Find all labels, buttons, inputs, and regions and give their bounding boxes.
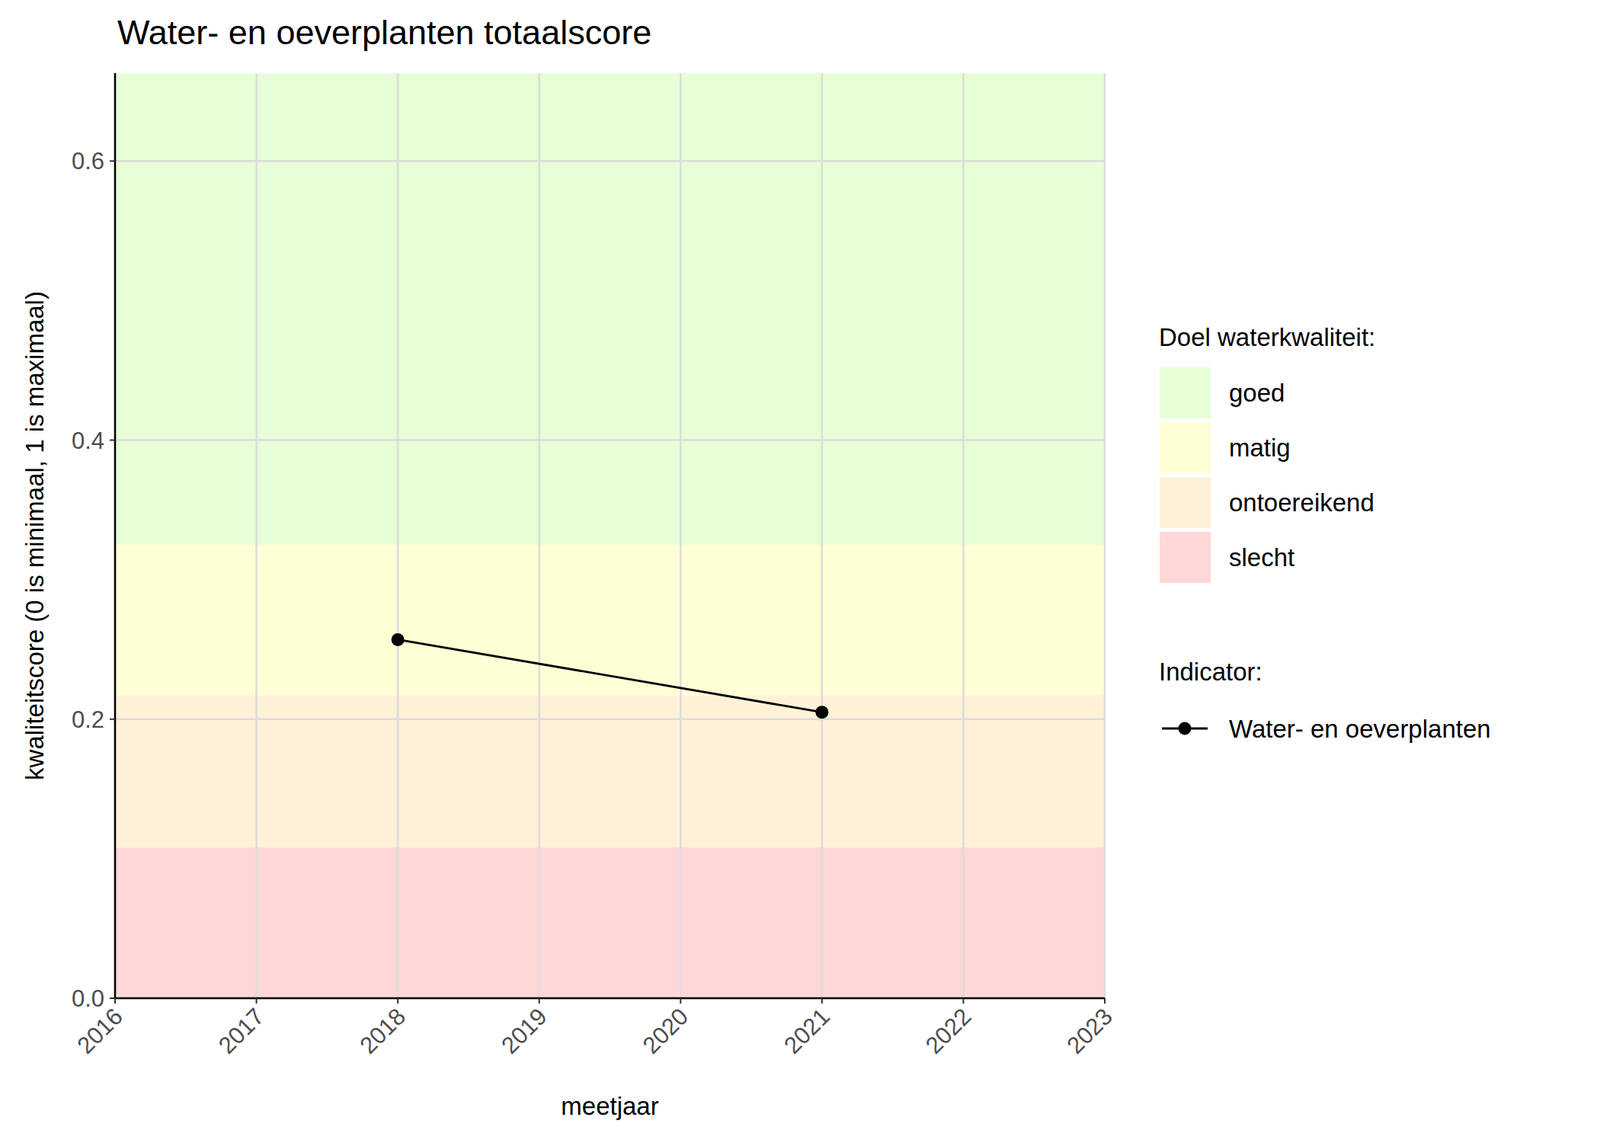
y-grid-line <box>115 718 1105 721</box>
y-tick-label: 0.6 <box>71 147 105 175</box>
x-tick-label: 2019 <box>496 1002 553 1060</box>
x-grid-line <box>821 73 824 999</box>
legend-swatch <box>1159 476 1211 528</box>
x-tick-label: 2017 <box>213 1002 270 1060</box>
y-tick-label: 0.2 <box>71 706 105 733</box>
x-tick <box>821 998 823 1004</box>
chart-title: Water- en oeverplanten totaalscore <box>117 12 652 52</box>
grid <box>115 73 1105 999</box>
x-tick-label: 2018 <box>355 1002 412 1060</box>
legend-label: Water- en oeverplanten <box>1228 714 1492 743</box>
x-tick <box>679 998 682 1004</box>
quality-band <box>115 695 1105 848</box>
y-tick <box>109 997 116 999</box>
y-grid-line <box>115 160 1105 163</box>
x-tick-label: 2020 <box>637 1002 695 1060</box>
chart: 0.0 0.2 0.4 0.6 2016 2017 2018 2019 2020 2021 2022… <box>0 0 1600 1143</box>
legend-swatch <box>1159 367 1211 419</box>
x-tick-label: 2016 <box>71 1002 128 1060</box>
x-grid-line <box>1104 73 1107 999</box>
y-tick <box>109 718 116 720</box>
x-tick <box>396 998 399 1004</box>
y-grid-line <box>115 438 1105 442</box>
y-tick <box>109 160 116 162</box>
legend-label: matig <box>1228 433 1291 462</box>
x-tick-label: 2021 <box>778 1002 836 1060</box>
legend-title: Doel waterkwaliteit: <box>1158 323 1376 352</box>
series-line <box>397 639 823 712</box>
x-tick <box>962 998 964 1004</box>
series-point <box>815 705 829 719</box>
x-tick <box>114 998 116 1004</box>
x-tick-label: 2022 <box>920 1002 977 1060</box>
x-grid-line <box>114 73 117 999</box>
legend-label: ontoereikend <box>1228 488 1375 517</box>
series-point <box>391 633 405 647</box>
legend-swatch <box>1159 422 1211 474</box>
legend-label: slecht <box>1228 543 1295 572</box>
x-grid-line <box>537 73 541 999</box>
x-tick-label: 2023 <box>1061 1002 1118 1060</box>
legend-swatch <box>1159 531 1211 583</box>
y-grid-line <box>115 997 1105 1000</box>
x-grid-line <box>255 73 258 999</box>
x-tick <box>538 998 541 1004</box>
legend-title: Indicator: <box>1158 657 1263 686</box>
x-grid-line <box>396 73 400 999</box>
x-axis-label: meetjaar <box>560 1091 659 1120</box>
legend-key-marker <box>1178 722 1192 736</box>
y-tick-label: 0.4 <box>71 427 105 455</box>
y-axis-line <box>114 73 117 999</box>
y-tick-label: 0.0 <box>71 985 105 1012</box>
series-group <box>391 633 829 719</box>
x-tick <box>1104 998 1106 1004</box>
y-axis-label: kwaliteitscore (0 is minimaal, 1 is maxi… <box>20 291 49 781</box>
x-grid-line <box>962 73 965 999</box>
bands <box>115 73 1105 999</box>
quality-band <box>115 544 1105 696</box>
y-tick <box>109 439 116 442</box>
x-tick <box>256 998 258 1004</box>
quality-band <box>115 73 1105 545</box>
x-grid-line <box>679 73 682 999</box>
x-axis-line <box>115 997 1105 1000</box>
quality-band <box>115 847 1105 999</box>
legend-label: goed <box>1228 378 1285 407</box>
